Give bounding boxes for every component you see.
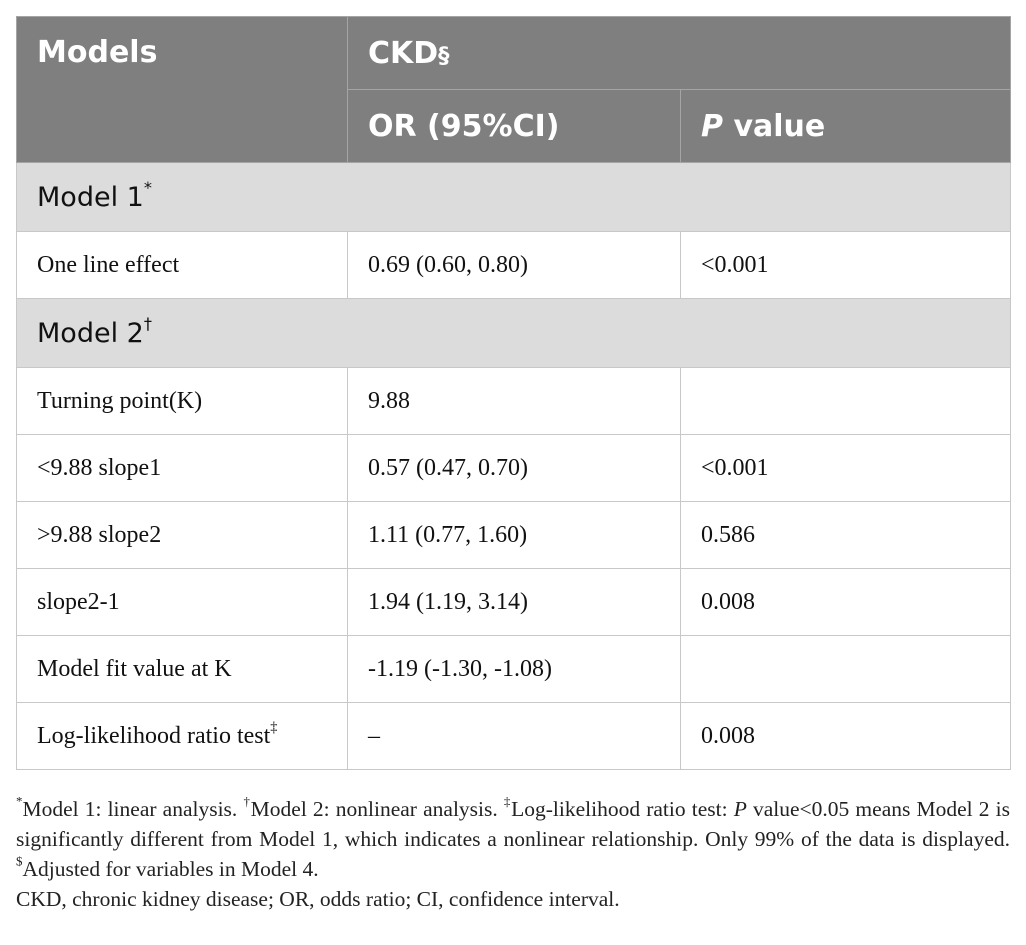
- footnote-paragraph: *Model 1: linear analysis. †Model 2: non…: [16, 794, 1010, 884]
- row-label-text: Log-likelihood ratio test: [37, 722, 271, 749]
- table-row: Model fit value at K -1.19 (-1.30, -1.08…: [16, 635, 1012, 703]
- p-italic: P: [701, 108, 723, 144]
- footnote-italic: P: [733, 797, 747, 821]
- outcome-header: CKD§: [346, 16, 1012, 90]
- table-row: Turning point(K) 9.88: [16, 367, 1012, 435]
- section-title-sup: †: [143, 313, 152, 333]
- table-row: Log-likelihood ratio test‡ – 0.008: [16, 702, 1012, 770]
- results-table: Models CKD§ OR (95%CI) P value Model 1* …: [15, 16, 1012, 770]
- table-row: <9.88 slope1 0.57 (0.47, 0.70) <0.001: [16, 434, 1012, 502]
- footnote-text: value<0.05 means Model 2 is significantl…: [16, 797, 1010, 851]
- row-p: [679, 635, 1012, 703]
- section-title: Model 1*: [15, 162, 1012, 232]
- p-value-header: P value: [679, 89, 1012, 163]
- row-label: Model fit value at K: [16, 635, 348, 703]
- footnote-sup: $: [16, 854, 23, 869]
- table-row: slope2-1 1.94 (1.19, 3.14) 0.008: [16, 568, 1012, 636]
- row-p: <0.001: [679, 231, 1012, 299]
- row-or: 0.57 (0.47, 0.70): [347, 434, 681, 502]
- p-value-text: value: [723, 108, 826, 144]
- row-label: One line effect: [16, 231, 348, 299]
- row-p: 0.008: [679, 568, 1012, 636]
- header-row-1: Models CKD§: [16, 16, 1012, 163]
- row-or: 9.88: [347, 367, 681, 435]
- row-label-text: One line effect: [37, 251, 180, 278]
- footnote-text: Log-likelihood ratio test:: [511, 797, 734, 821]
- row-label: Turning point(K): [16, 367, 348, 435]
- row-or: 1.94 (1.19, 3.14): [347, 568, 681, 636]
- row-or: -1.19 (-1.30, -1.08): [347, 635, 681, 703]
- footnote-sup: *: [16, 794, 23, 809]
- row-label: <9.88 slope1: [16, 434, 348, 502]
- section-title-text: Model 2: [37, 317, 144, 349]
- row-label: Log-likelihood ratio test‡: [16, 702, 348, 770]
- outcome-header-text: CKD: [368, 35, 439, 71]
- outcome-header-sup: §: [438, 42, 450, 69]
- footnote-sup: ‡: [503, 794, 512, 809]
- footnote-text: Model 1: linear analysis.: [22, 797, 244, 821]
- table-footnote: *Model 1: linear analysis. †Model 2: non…: [16, 794, 1010, 914]
- or-header: OR (95%CI): [347, 89, 681, 163]
- abbreviations: CKD, chronic kidney disease; OR, odds ra…: [16, 887, 620, 911]
- footnote-text: Model 2: nonlinear analysis.: [250, 797, 504, 821]
- models-header: Models: [16, 16, 348, 163]
- models-header-text: Models: [37, 35, 158, 70]
- row-label: slope2-1: [16, 568, 348, 636]
- section-title: Model 2†: [15, 298, 1012, 368]
- row-p: [679, 367, 1012, 435]
- table-row: One line effect 0.69 (0.60, 0.80) <0.001: [16, 231, 1012, 299]
- or-header-text: OR (95%CI): [368, 108, 560, 144]
- row-label-sup: ‡: [270, 718, 278, 735]
- table-row: >9.88 slope2 1.11 (0.77, 1.60) 0.586: [16, 501, 1012, 569]
- row-p: <0.001: [679, 434, 1012, 502]
- row-p: 0.586: [679, 501, 1012, 569]
- row-label: >9.88 slope2: [16, 501, 348, 569]
- section-row-model-1: Model 1*: [15, 162, 1012, 232]
- footnote-sup: †: [243, 794, 251, 809]
- section-title-sup: *: [143, 177, 152, 197]
- row-or: 1.11 (0.77, 1.60): [347, 501, 681, 569]
- row-p: 0.008: [679, 702, 1012, 770]
- section-title-text: Model 1: [37, 181, 144, 213]
- row-or: –: [347, 702, 681, 770]
- section-row-model-2: Model 2†: [15, 298, 1012, 368]
- footnote-text: Adjusted for variables in Model 4.: [22, 857, 319, 881]
- row-or: 0.69 (0.60, 0.80): [347, 231, 681, 299]
